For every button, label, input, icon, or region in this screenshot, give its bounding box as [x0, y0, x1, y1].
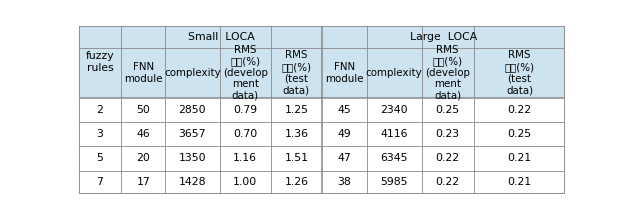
Text: 0.22: 0.22 [507, 105, 531, 115]
Text: 20: 20 [136, 153, 150, 163]
Text: 1.25: 1.25 [284, 105, 308, 115]
Text: 3657: 3657 [178, 129, 206, 139]
Text: 2340: 2340 [381, 105, 408, 115]
Text: 1428: 1428 [178, 177, 206, 187]
Text: RMS
오차(%)
(test
data): RMS 오차(%) (test data) [281, 50, 311, 95]
Text: 0.23: 0.23 [436, 129, 460, 139]
Text: 38: 38 [337, 177, 351, 187]
Text: 0.21: 0.21 [507, 177, 531, 187]
Text: FNN
module: FNN module [124, 62, 163, 83]
Text: 0.22: 0.22 [436, 177, 460, 187]
Text: 50: 50 [136, 105, 150, 115]
Text: fuzzy
rules: fuzzy rules [85, 51, 114, 73]
Text: FNN
module: FNN module [325, 62, 364, 83]
Text: 3: 3 [97, 129, 104, 139]
Text: Small  LOCA: Small LOCA [188, 32, 255, 42]
Text: RMS
오차(%)
(test
data): RMS 오차(%) (test data) [504, 50, 534, 95]
Text: 1.51: 1.51 [284, 153, 308, 163]
Text: 0.22: 0.22 [436, 153, 460, 163]
Text: 49: 49 [337, 129, 351, 139]
Text: 1.00: 1.00 [233, 177, 257, 187]
Text: 0.25: 0.25 [436, 105, 460, 115]
Text: 2850: 2850 [178, 105, 206, 115]
Text: complexity: complexity [365, 68, 423, 78]
Text: 5: 5 [97, 153, 104, 163]
Text: Large  LOCA: Large LOCA [410, 32, 477, 42]
Text: 6345: 6345 [381, 153, 408, 163]
Text: 1.36: 1.36 [284, 129, 308, 139]
Text: complexity: complexity [164, 68, 221, 78]
Text: 45: 45 [337, 105, 351, 115]
Text: 0.21: 0.21 [507, 153, 531, 163]
Text: 0.70: 0.70 [233, 129, 257, 139]
Text: 5985: 5985 [381, 177, 408, 187]
Text: 1350: 1350 [178, 153, 206, 163]
Text: 46: 46 [136, 129, 150, 139]
Text: 0.79: 0.79 [233, 105, 257, 115]
Text: 2: 2 [97, 105, 104, 115]
Bar [78, 26, 565, 97]
Text: 7: 7 [97, 177, 104, 187]
Text: RMS
오차(%)
(develop
ment
data): RMS 오차(%) (develop ment data) [223, 44, 268, 101]
Text: RMS
오차(%)
(develop
ment
data): RMS 오차(%) (develop ment data) [425, 44, 470, 101]
Text: 47: 47 [337, 153, 351, 163]
Text: 17: 17 [136, 177, 150, 187]
Text: 1.16: 1.16 [233, 153, 257, 163]
Text: 0.25: 0.25 [507, 129, 531, 139]
Text: 1.26: 1.26 [284, 177, 308, 187]
Text: 4116: 4116 [381, 129, 408, 139]
